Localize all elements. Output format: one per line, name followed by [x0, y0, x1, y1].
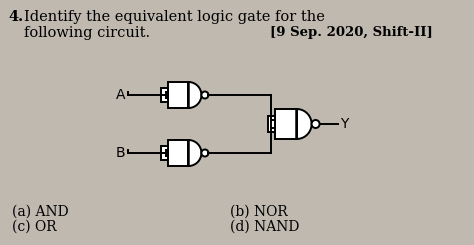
Text: B: B: [115, 146, 125, 160]
Text: [9 Sep. 2020, Shift-II]: [9 Sep. 2020, Shift-II]: [270, 26, 433, 39]
Polygon shape: [161, 146, 168, 160]
Text: Y: Y: [339, 117, 348, 131]
Circle shape: [201, 91, 209, 98]
Text: A: A: [116, 88, 125, 102]
Polygon shape: [275, 109, 311, 139]
Polygon shape: [168, 140, 201, 166]
Text: Identify the equivalent logic gate for the: Identify the equivalent logic gate for t…: [24, 10, 325, 24]
Text: (a) AND: (a) AND: [12, 205, 69, 219]
Polygon shape: [168, 82, 201, 108]
Text: (b) NOR: (b) NOR: [230, 205, 288, 219]
Text: (d) NAND: (d) NAND: [230, 220, 300, 234]
Text: (c) OR: (c) OR: [12, 220, 56, 234]
Polygon shape: [268, 116, 275, 132]
Polygon shape: [161, 88, 168, 102]
Circle shape: [201, 149, 209, 157]
Text: following circuit.: following circuit.: [24, 26, 150, 40]
Circle shape: [311, 120, 319, 128]
Text: 4.: 4.: [8, 10, 23, 24]
